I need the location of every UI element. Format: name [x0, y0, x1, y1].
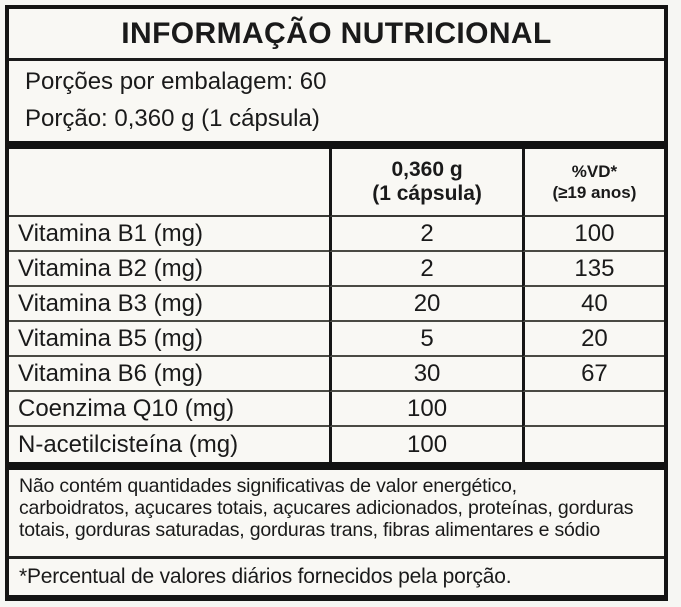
nutrient-name: Vitamina B1 (mg): [9, 217, 330, 252]
serving-size: Porção: 0,360 g (1 cápsula): [25, 105, 320, 132]
nutrient-name: Coenzima Q10 (mg): [9, 392, 330, 427]
nutrient-amount: 30: [329, 357, 522, 392]
nutrient-name: Vitamina B2 (mg): [9, 252, 330, 287]
amount-header-line1: 0,360 g: [391, 157, 463, 181]
nutrient-table: 0,360 g (1 cápsula) %VD* (≥19 anos) Vita…: [9, 149, 664, 470]
column-header-empty: [9, 149, 330, 217]
note-line: totais, gorduras saturadas, gorduras tra…: [19, 519, 601, 542]
nutrient-vd: [521, 427, 664, 462]
nutrient-vd: 67: [521, 357, 664, 392]
panel-title: INFORMAÇÃO NUTRICIONAL: [121, 16, 552, 50]
note-line: Não contém quantidades significativas de…: [19, 475, 517, 497]
nutrient-amount: 5: [329, 322, 522, 357]
nutrient-name: Vitamina B5 (mg): [9, 322, 330, 357]
nutrition-facts-panel: INFORMAÇÃO NUTRICIONAL Porções por embal…: [5, 5, 668, 601]
nutrient-name: N-acetilcisteína (mg): [18, 430, 239, 458]
nutrient-amount: 20: [329, 287, 522, 322]
nutrient-vd: 20: [521, 322, 664, 357]
note-line: carboidratos, açucares totais, açucares …: [19, 497, 634, 520]
daily-value-footnote-section: *Percentual de valores diários fornecido…: [9, 559, 664, 595]
daily-value-footnote: *Percentual de valores diários fornecido…: [19, 565, 512, 588]
nutrient-amount: 2: [329, 252, 522, 287]
nutrient-vd: 40: [521, 287, 664, 322]
nutrient-vd: [521, 392, 664, 427]
column-header-vd: %VD* (≥19 anos): [521, 149, 664, 217]
servings-per-package: Porções por embalagem: 60: [25, 68, 327, 95]
nutrient-amount: 100: [329, 392, 522, 427]
nutrient-name: Vitamina B3 (mg): [9, 287, 330, 322]
nutrient-amount: 2: [329, 217, 522, 252]
nutrient-vd: 135: [521, 252, 664, 287]
nutrient-amount: 100: [329, 427, 522, 462]
no-significant-amounts-note: Não contém quantidades significativas de…: [9, 470, 664, 559]
vd-header-line1: %VD*: [571, 161, 618, 181]
serving-section: Porções por embalagem: 60 Porção: 0,360 …: [9, 61, 664, 149]
amount-header-line2: (1 cápsula): [372, 182, 482, 205]
nutrient-vd: 100: [521, 217, 664, 252]
title-section: INFORMAÇÃO NUTRICIONAL: [9, 9, 664, 61]
nutrient-name: Vitamina B6 (mg): [9, 357, 330, 392]
vd-header-line2: (≥19 anos): [552, 183, 637, 202]
column-header-amount: 0,360 g (1 cápsula): [329, 149, 522, 217]
